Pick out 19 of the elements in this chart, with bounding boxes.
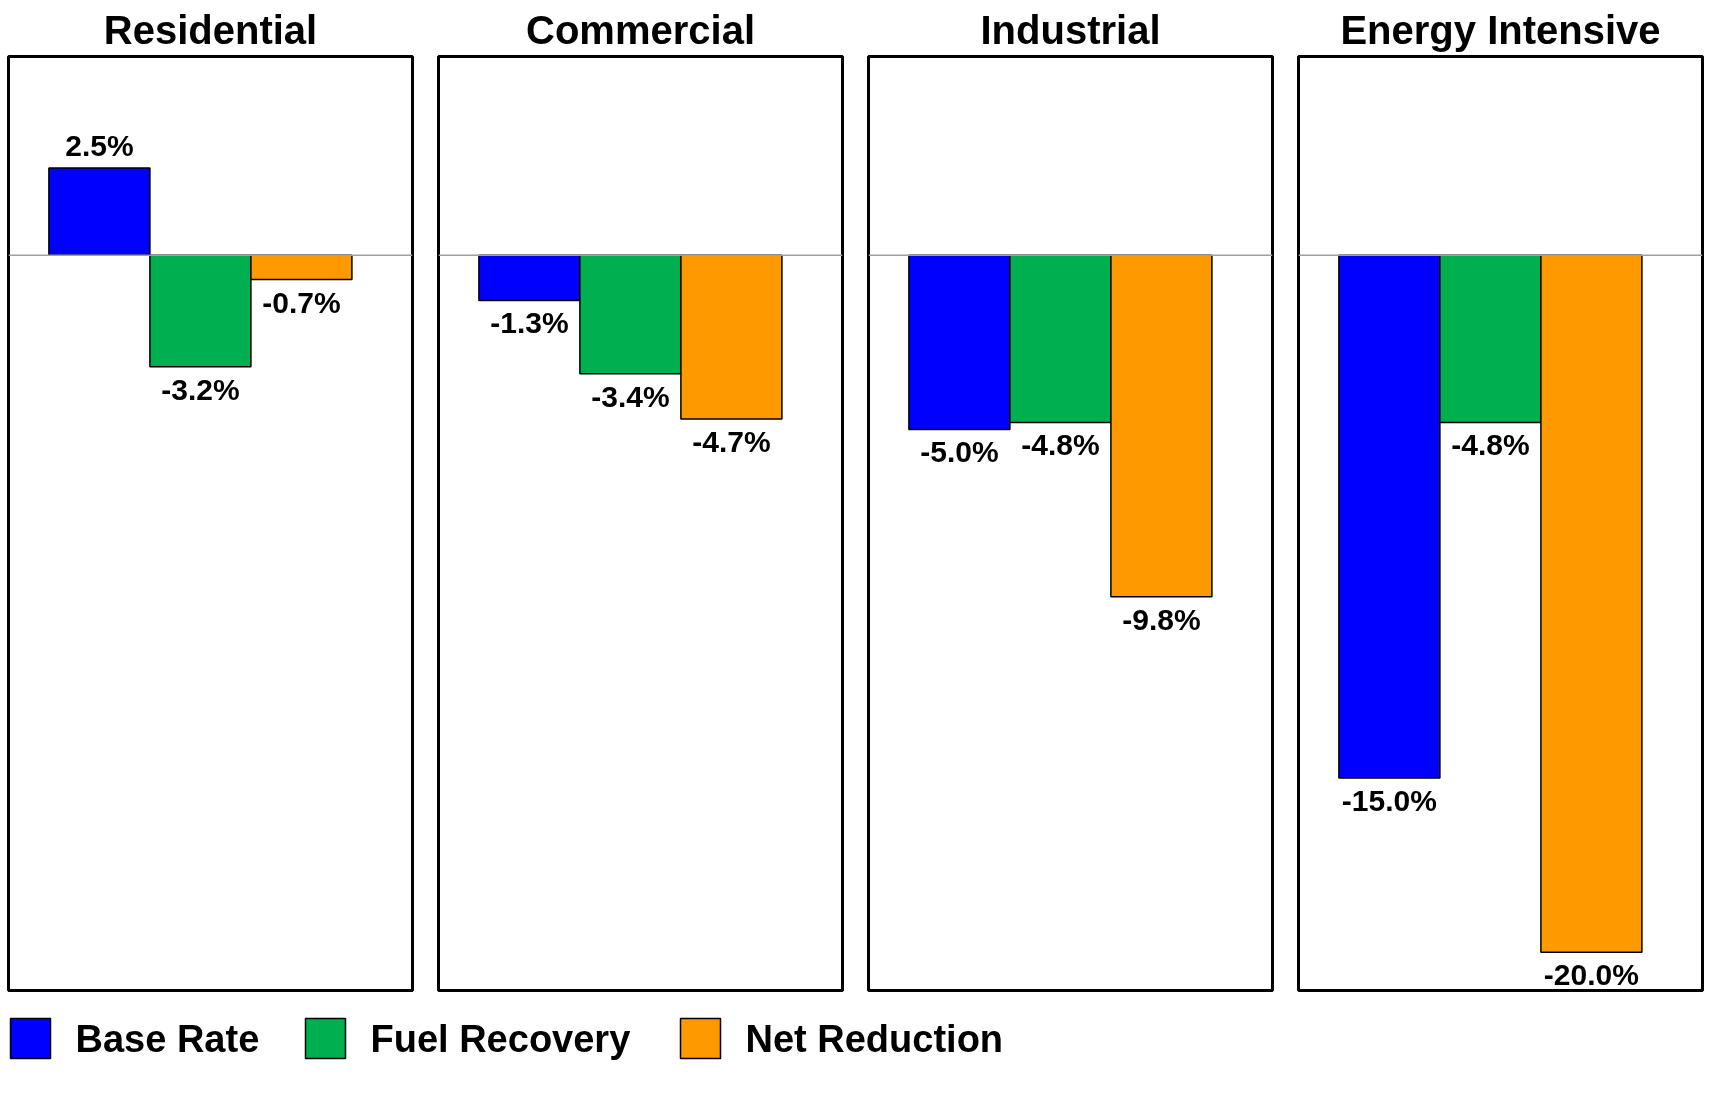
data-label: -20.0% — [1543, 958, 1639, 992]
data-label: -5.0% — [920, 435, 999, 469]
data-label: -3.2% — [161, 372, 240, 406]
legend-label: Net Reduction — [745, 1017, 1004, 1060]
chart-title: Residential — [103, 7, 318, 52]
chart-title: Energy Intensive — [1340, 7, 1661, 52]
data-label: -15.0% — [1341, 783, 1437, 817]
chart-title: Industrial — [980, 7, 1161, 52]
data-label: -0.7% — [262, 285, 341, 319]
data-label: -4.8% — [1021, 428, 1100, 462]
data-label: -1.3% — [490, 306, 569, 340]
data-label: -4.8% — [1451, 428, 1530, 462]
data-label: -3.4% — [591, 379, 670, 413]
legend-label: Base Rate — [75, 1017, 260, 1060]
chart-title: Commercial — [526, 7, 755, 52]
data-label: 2.5% — [65, 129, 134, 163]
legend-label: Fuel Recovery — [370, 1017, 631, 1060]
data-label: -4.7% — [692, 424, 771, 458]
data-label: -9.8% — [1122, 602, 1201, 636]
